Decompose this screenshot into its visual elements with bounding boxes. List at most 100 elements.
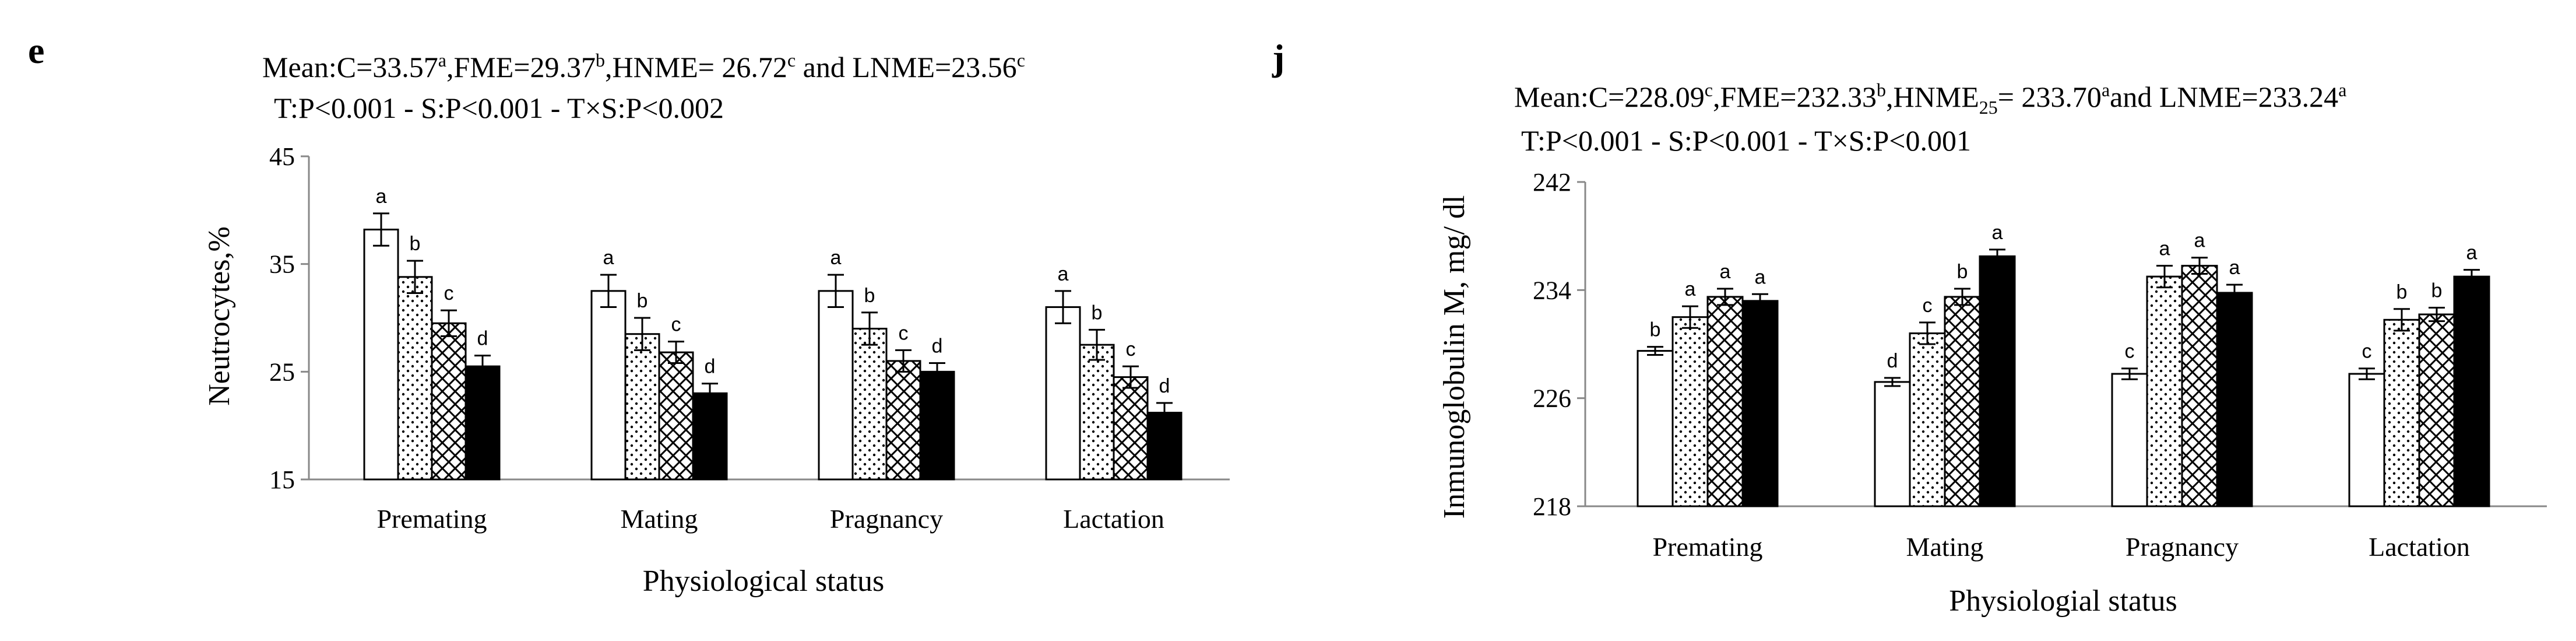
bar-e-lactation-dots — [1079, 344, 1115, 481]
mean-summary-part: ,FME=232.33 — [1713, 80, 1877, 113]
significance-letter: d — [1159, 375, 1170, 397]
bar-j-premating-black — [1741, 300, 1779, 507]
x-category-label: Premating — [376, 504, 487, 534]
bar-j-lactation-dots — [2383, 318, 2420, 507]
x-axis-title-e: Physiological status — [643, 565, 885, 598]
bar-j-mating-black — [1979, 255, 2016, 507]
mean-summary-part: c — [787, 50, 796, 71]
plot-area-e: 15253545abcdPrematingabcdMatingabcdPragn… — [269, 142, 1230, 534]
significance-letter: c — [1923, 295, 1933, 317]
significance-letter: b — [864, 285, 875, 307]
bar-e-premating-dots — [397, 276, 433, 481]
bar-j-lactation-black — [2453, 275, 2490, 507]
bar-e-premating-black — [464, 365, 501, 481]
bar-e-premating-white — [363, 229, 399, 481]
bar-e-mating-dots — [624, 333, 660, 481]
significance-letter: a — [1685, 278, 1696, 300]
significance-letter: a — [1720, 261, 1731, 283]
y-tick-label: 218 — [1533, 492, 1571, 521]
p-values-e: T:P<0.001 - S:P<0.001 - T×S:P<0.002 — [274, 92, 724, 124]
significance-letter: b — [1650, 319, 1661, 341]
significance-letter: a — [2194, 230, 2205, 252]
mean-summary-part: and LNME=23.56 — [796, 51, 1017, 83]
plot-area-j: 218 226 234 242 b a a a Premating d c b a Mating c a a a P… — [1533, 168, 2547, 562]
bar-j-lactation-white — [2348, 373, 2385, 507]
x-category-label: Mating — [1906, 532, 1984, 562]
y-tick-label: 25 — [269, 358, 295, 386]
bar-j-mating-dots — [1909, 332, 1946, 507]
panel-letter-j: j — [1272, 37, 1285, 78]
bar-j-pragnancy-white — [2111, 373, 2148, 507]
mean-summary-part: a — [2338, 79, 2346, 100]
significance-letter: c — [671, 314, 681, 336]
panel-letter-e: e — [28, 30, 44, 71]
bar-e-lactation-white — [1045, 306, 1081, 481]
mean-summary-part: Mean:C=33.57 — [262, 51, 438, 83]
bar-j-lactation-hatch — [2418, 313, 2455, 507]
significance-letter: c — [444, 282, 454, 304]
significance-letter: b — [2396, 281, 2408, 303]
p-values-j: T:P<0.001 - S:P<0.001 - T×S:P<0.001 — [1521, 124, 1971, 157]
significance-letter: d — [477, 328, 488, 350]
mean-summary-part: ,FME=29.37 — [446, 51, 596, 83]
x-category-label: Premating — [1652, 532, 1762, 562]
significance-letter: a — [2229, 257, 2240, 279]
bar-e-lactation-black — [1146, 412, 1183, 481]
y-axis-title-j: Inmunoglobulin M, mg/ dl — [1438, 195, 1471, 519]
mean-summary-j: Mean:C=228.09c,FME=232.33b,HNME25= 233.7… — [1514, 79, 2346, 118]
significance-letter: c — [899, 322, 909, 344]
bar-e-mating-black — [692, 392, 728, 481]
significance-letter: b — [2431, 279, 2443, 302]
significance-letter: b — [1957, 261, 1968, 283]
significance-letter: a — [2159, 238, 2170, 260]
mean-summary-part: c — [1705, 79, 1713, 100]
significance-letter: a — [1992, 222, 2003, 244]
significance-letter: a — [2466, 242, 2478, 264]
mean-summary-part: b — [1877, 79, 1886, 100]
bar-j-premating-hatch — [1706, 296, 1744, 507]
mean-summary-part: ,HNME — [1886, 80, 1979, 113]
significance-letter: d — [932, 335, 943, 358]
bar-e-mating-white — [590, 290, 627, 481]
bar-e-pragnancy-dots — [851, 327, 888, 481]
mean-summary-part: and LNME=233.24 — [2110, 80, 2338, 113]
y-tick-label: 45 — [269, 142, 295, 171]
significance-letter: d — [1887, 350, 1898, 372]
bar-j-mating-hatch — [1944, 296, 1981, 507]
y-tick-label: 15 — [269, 465, 295, 494]
mean-summary-part: ,HNME= 26.72 — [605, 51, 787, 83]
mean-summary-part: Mean:C=228.09 — [1514, 80, 1705, 113]
bar-j-mating-white — [1874, 381, 1911, 507]
y-tick-label: 242 — [1533, 168, 1571, 197]
x-axis-title-j: Physiologial status — [1949, 584, 2177, 618]
significance-letter: c — [2362, 341, 2372, 363]
mean-summary-part: c — [1017, 50, 1025, 71]
bar-e-pragnancy-white — [818, 290, 854, 481]
significance-letter: a — [603, 247, 614, 269]
significance-letter: a — [830, 247, 842, 269]
bar-e-mating-hatch — [658, 351, 694, 481]
x-category-label: Lactation — [2369, 532, 2470, 562]
mean-summary-part: a — [2102, 79, 2110, 100]
significance-letter: c — [1126, 338, 1136, 360]
significance-letter: c — [2125, 341, 2135, 363]
bar-e-pragnancy-black — [919, 370, 955, 481]
x-category-label: Mating — [621, 504, 698, 534]
chart-panel-e: e Mean:C=33.57a,FME=29.37b,HNME= 26.72c … — [28, 30, 1230, 598]
bar-j-pragnancy-hatch — [2181, 265, 2218, 507]
chart-panel-j: j Mean:C=228.09c,FME=232.33b,HNME25= 233… — [1272, 37, 2547, 618]
mean-summary-part: a — [438, 50, 446, 71]
bar-j-pragnancy-black — [2216, 292, 2253, 507]
mean-summary-part: = 233.70 — [1998, 80, 2102, 113]
mean-summary-part: 25 — [1979, 97, 1998, 118]
y-tick-label: 234 — [1533, 276, 1571, 304]
significance-letter: b — [637, 290, 648, 312]
significance-letter: b — [1092, 302, 1103, 324]
bar-j-premating-dots — [1671, 316, 1709, 507]
bar-e-lactation-hatch — [1113, 376, 1149, 481]
significance-letter: d — [705, 356, 716, 378]
bar-e-premating-hatch — [431, 322, 467, 481]
mean-summary-part: b — [596, 50, 605, 71]
x-category-label: Lactation — [1063, 504, 1164, 534]
